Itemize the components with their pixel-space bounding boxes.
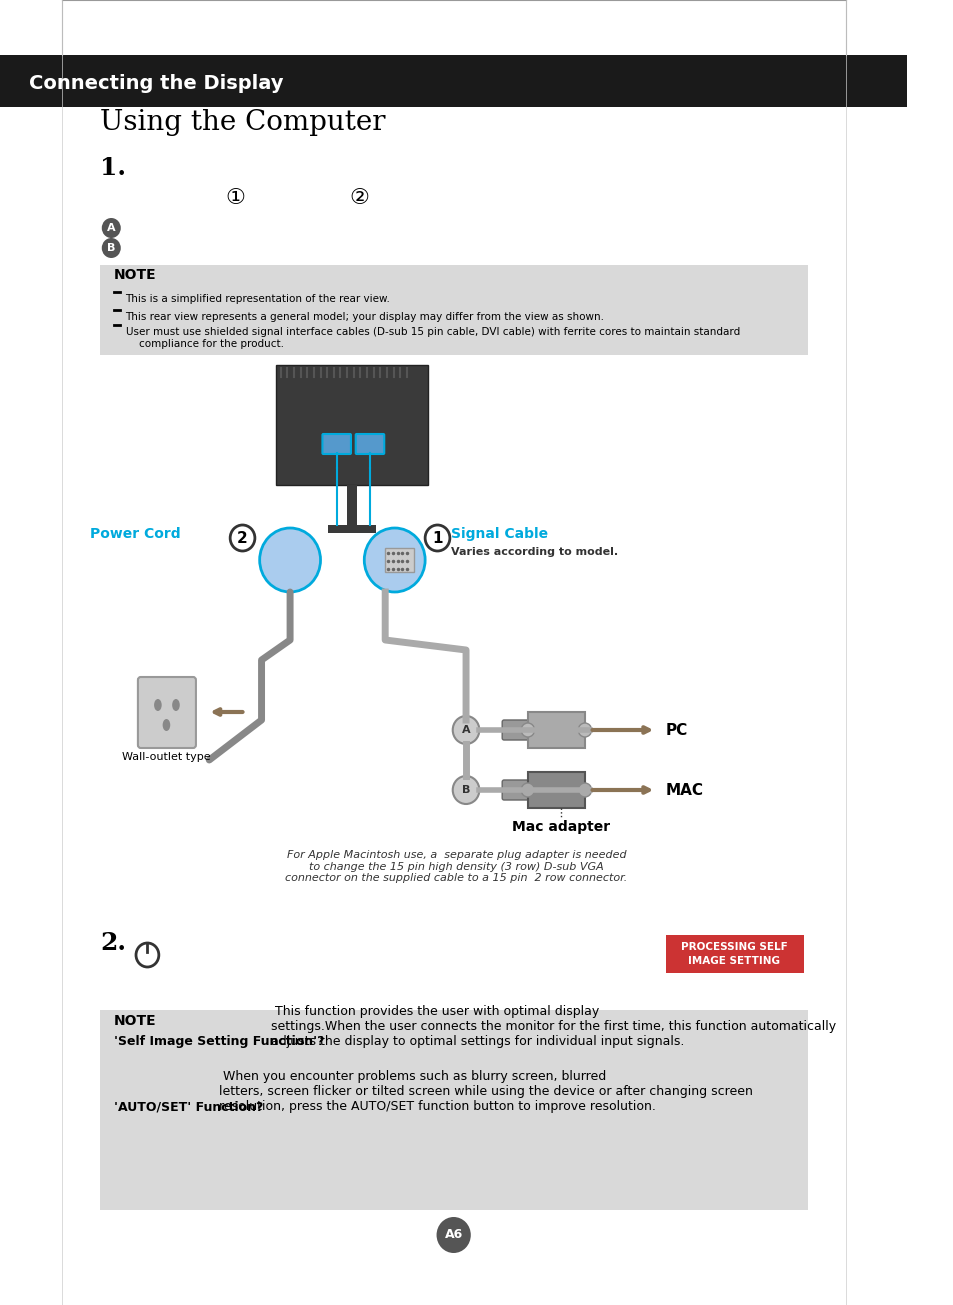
Text: This rear view represents a general model; your display may differ from the view: This rear view represents a general mode…: [126, 312, 604, 322]
FancyBboxPatch shape: [0, 55, 906, 107]
FancyBboxPatch shape: [138, 677, 195, 748]
Text: NOTE: NOTE: [114, 1014, 156, 1028]
Circle shape: [102, 238, 121, 258]
Text: 1.: 1.: [100, 157, 126, 180]
FancyBboxPatch shape: [322, 435, 351, 454]
Circle shape: [364, 529, 425, 592]
FancyBboxPatch shape: [501, 780, 529, 800]
Bar: [328, 525, 375, 532]
Text: Varies according to model.: Varies according to model.: [451, 547, 618, 557]
FancyBboxPatch shape: [527, 713, 584, 748]
Ellipse shape: [154, 699, 161, 711]
Text: ①: ①: [226, 188, 246, 207]
Circle shape: [425, 525, 450, 551]
FancyBboxPatch shape: [665, 934, 802, 974]
Text: Mac adapter: Mac adapter: [512, 820, 610, 834]
Text: Using the Computer: Using the Computer: [100, 110, 385, 136]
Circle shape: [578, 723, 591, 737]
Text: ②: ②: [349, 188, 369, 207]
Text: A: A: [107, 223, 115, 234]
Text: This function provides the user with optimal display
settings.When the user conn: This function provides the user with opt…: [271, 1005, 836, 1048]
Text: B: B: [461, 786, 470, 795]
Circle shape: [520, 723, 534, 737]
Text: NOTE: NOTE: [114, 268, 156, 282]
FancyBboxPatch shape: [100, 265, 807, 355]
Circle shape: [520, 783, 534, 797]
Ellipse shape: [172, 699, 179, 711]
Text: Signal Cable: Signal Cable: [451, 527, 547, 542]
Text: User must use shielded signal interface cables (D-sub 15 pin cable, DVI cable) w: User must use shielded signal interface …: [126, 328, 739, 348]
Circle shape: [230, 525, 254, 551]
FancyBboxPatch shape: [527, 773, 584, 808]
Text: 2: 2: [237, 531, 248, 545]
Ellipse shape: [162, 719, 170, 731]
Text: A6: A6: [444, 1228, 462, 1241]
Bar: [347, 485, 356, 525]
FancyBboxPatch shape: [100, 1010, 807, 1210]
Text: 2.: 2.: [100, 930, 126, 955]
FancyBboxPatch shape: [275, 365, 428, 485]
Circle shape: [453, 716, 478, 744]
Text: Power Cord: Power Cord: [90, 527, 180, 542]
Text: 'AUTO/SET' Function?: 'AUTO/SET' Function?: [114, 1100, 263, 1113]
Text: Connecting the Display: Connecting the Display: [29, 73, 283, 93]
Circle shape: [453, 776, 478, 804]
Text: When you encounter problems such as blurry screen, blurred
letters, screen flick: When you encounter problems such as blur…: [218, 1070, 752, 1113]
Text: B: B: [107, 243, 115, 253]
Circle shape: [578, 783, 591, 797]
Circle shape: [259, 529, 320, 592]
Text: 1: 1: [432, 531, 442, 545]
Text: A: A: [461, 726, 470, 735]
Text: This is a simplified representation of the rear view.: This is a simplified representation of t…: [126, 294, 390, 304]
Text: For Apple Macintosh use, a  separate plug adapter is needed
to change the 15 pin: For Apple Macintosh use, a separate plug…: [285, 850, 627, 883]
Circle shape: [102, 218, 121, 238]
Circle shape: [436, 1218, 470, 1253]
Text: PROCESSING SELF
IMAGE SETTING: PROCESSING SELF IMAGE SETTING: [680, 942, 787, 966]
Text: Wall-outlet type: Wall-outlet type: [122, 752, 211, 762]
Text: MAC: MAC: [665, 783, 703, 797]
FancyBboxPatch shape: [385, 548, 414, 572]
Text: PC: PC: [665, 723, 687, 737]
FancyBboxPatch shape: [355, 435, 384, 454]
FancyBboxPatch shape: [501, 720, 529, 740]
Text: 'Self Image Setting Function'?: 'Self Image Setting Function'?: [114, 1035, 324, 1048]
